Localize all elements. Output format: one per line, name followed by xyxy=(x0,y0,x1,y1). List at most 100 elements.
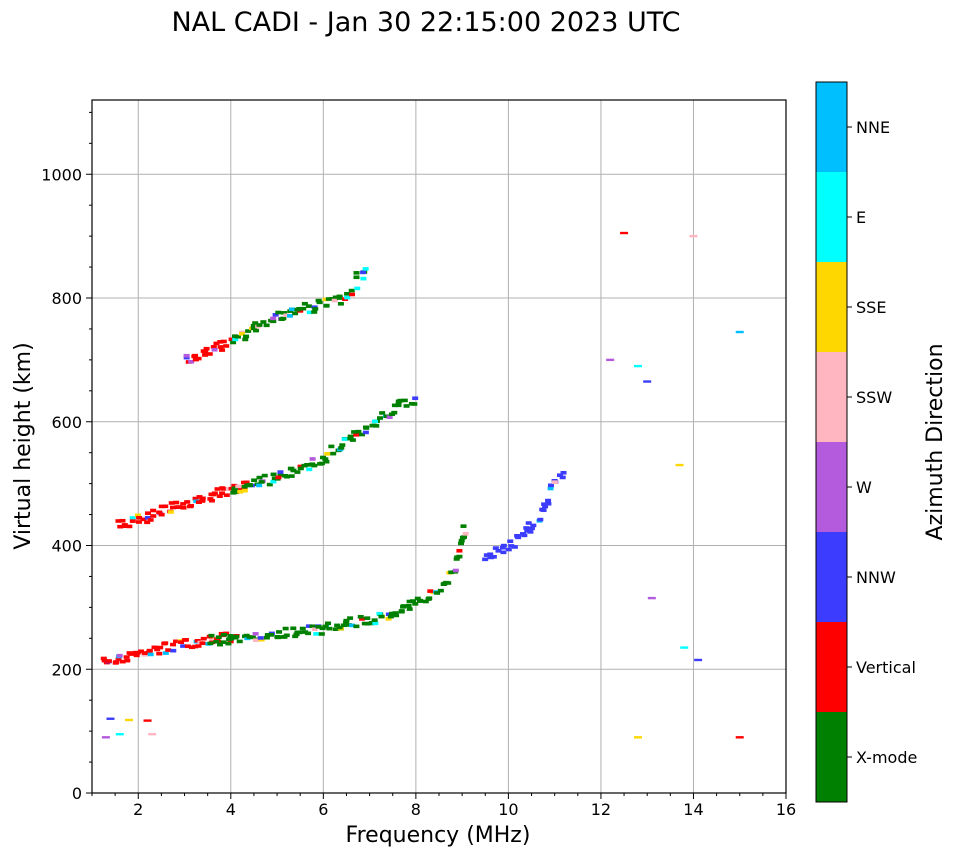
echo-point xyxy=(354,286,361,291)
echo-point xyxy=(391,403,398,408)
echo-point xyxy=(168,501,175,505)
echo-point xyxy=(398,609,405,613)
echo-point xyxy=(345,623,352,627)
echo-point xyxy=(260,320,267,324)
echo-point xyxy=(277,470,284,474)
echo-point xyxy=(144,651,151,655)
echo-point xyxy=(675,463,684,467)
echo-point xyxy=(353,271,360,275)
echo-point xyxy=(337,301,344,306)
echo-point xyxy=(117,524,124,529)
echo-point xyxy=(287,309,294,313)
echo-point xyxy=(417,599,424,603)
echo-point xyxy=(322,297,329,302)
echo-point xyxy=(340,623,347,628)
echo-point xyxy=(353,433,360,437)
echo-point xyxy=(620,231,629,235)
echo-point xyxy=(213,341,220,346)
echo-point xyxy=(305,631,312,636)
echo-point xyxy=(256,483,263,488)
echo-point xyxy=(252,632,259,636)
echo-point xyxy=(282,626,289,631)
echo-point xyxy=(292,634,299,639)
echo-point xyxy=(422,599,429,604)
echo-point xyxy=(364,621,371,626)
echo-point xyxy=(406,599,413,604)
echo-point xyxy=(266,482,273,487)
echo-point xyxy=(315,625,322,629)
echo-point xyxy=(233,634,240,639)
echo-point xyxy=(235,487,242,492)
echo-point xyxy=(412,396,419,401)
echo-point xyxy=(217,642,224,647)
echo-point xyxy=(178,640,185,644)
echo-point xyxy=(230,340,237,345)
echo-point xyxy=(318,632,325,636)
echo-point xyxy=(210,345,217,349)
echo-point xyxy=(277,473,284,477)
echo-point xyxy=(385,612,392,617)
echo-point xyxy=(647,596,656,600)
echo-point xyxy=(219,348,226,352)
echo-point xyxy=(211,491,218,496)
colorbar: X-mode Vertical NNW W SSW SSE E NNE xyxy=(815,81,917,803)
echo-point xyxy=(196,495,203,499)
echo-point xyxy=(284,474,291,479)
colorbar-tick-label: SSW xyxy=(856,388,892,407)
colorbar-frame xyxy=(815,81,848,803)
echo-point xyxy=(412,602,419,606)
echo-point xyxy=(386,415,393,419)
echo-point xyxy=(437,588,444,593)
echo-point xyxy=(445,581,452,585)
echo-point xyxy=(235,484,242,489)
echo-point xyxy=(401,398,408,403)
echo-point xyxy=(492,546,499,550)
echo-point xyxy=(158,504,165,509)
echo-point xyxy=(287,314,294,318)
echo-point xyxy=(322,624,329,629)
echo-point xyxy=(188,359,195,364)
echo-point xyxy=(195,356,202,361)
echo-point xyxy=(551,480,558,484)
echo-point xyxy=(514,533,521,538)
echo-point xyxy=(151,645,158,650)
echo-point xyxy=(460,524,467,528)
echo-point xyxy=(305,304,312,308)
echo-point xyxy=(313,632,320,636)
colorbar-tick-label: NNE xyxy=(856,118,890,137)
x-axis-label: Frequency (MHz) xyxy=(346,823,531,848)
echo-point xyxy=(461,535,468,539)
echo-point xyxy=(297,464,304,469)
echo-point xyxy=(403,404,410,408)
echo-point xyxy=(379,411,386,415)
echo-point xyxy=(154,647,161,652)
echo-point xyxy=(363,426,370,430)
echo-point xyxy=(325,621,332,626)
echo-point xyxy=(507,539,514,544)
echo-point xyxy=(188,645,195,650)
echo-point xyxy=(372,419,379,424)
x-tick-label: 14 xyxy=(683,800,703,819)
echo-points xyxy=(100,231,744,739)
echo-point xyxy=(353,624,360,629)
echo-point xyxy=(203,346,210,351)
echo-point xyxy=(252,321,259,325)
echo-point xyxy=(133,653,140,658)
echo-point xyxy=(311,463,318,468)
echo-point xyxy=(249,635,256,640)
echo-point xyxy=(226,637,233,642)
echo-point xyxy=(256,323,263,327)
echo-point xyxy=(395,402,402,407)
echo-point xyxy=(318,461,325,466)
echo-point xyxy=(115,733,124,736)
echo-point xyxy=(145,511,152,515)
echo-point xyxy=(214,637,221,642)
echo-point xyxy=(547,486,554,491)
colorbar-segment xyxy=(816,712,847,802)
echo-point xyxy=(119,659,126,664)
echo-point xyxy=(214,487,221,491)
grid-lines xyxy=(92,100,786,793)
echo-point xyxy=(105,659,112,663)
y-tick-label: 800 xyxy=(51,289,82,308)
echo-point xyxy=(223,344,230,348)
